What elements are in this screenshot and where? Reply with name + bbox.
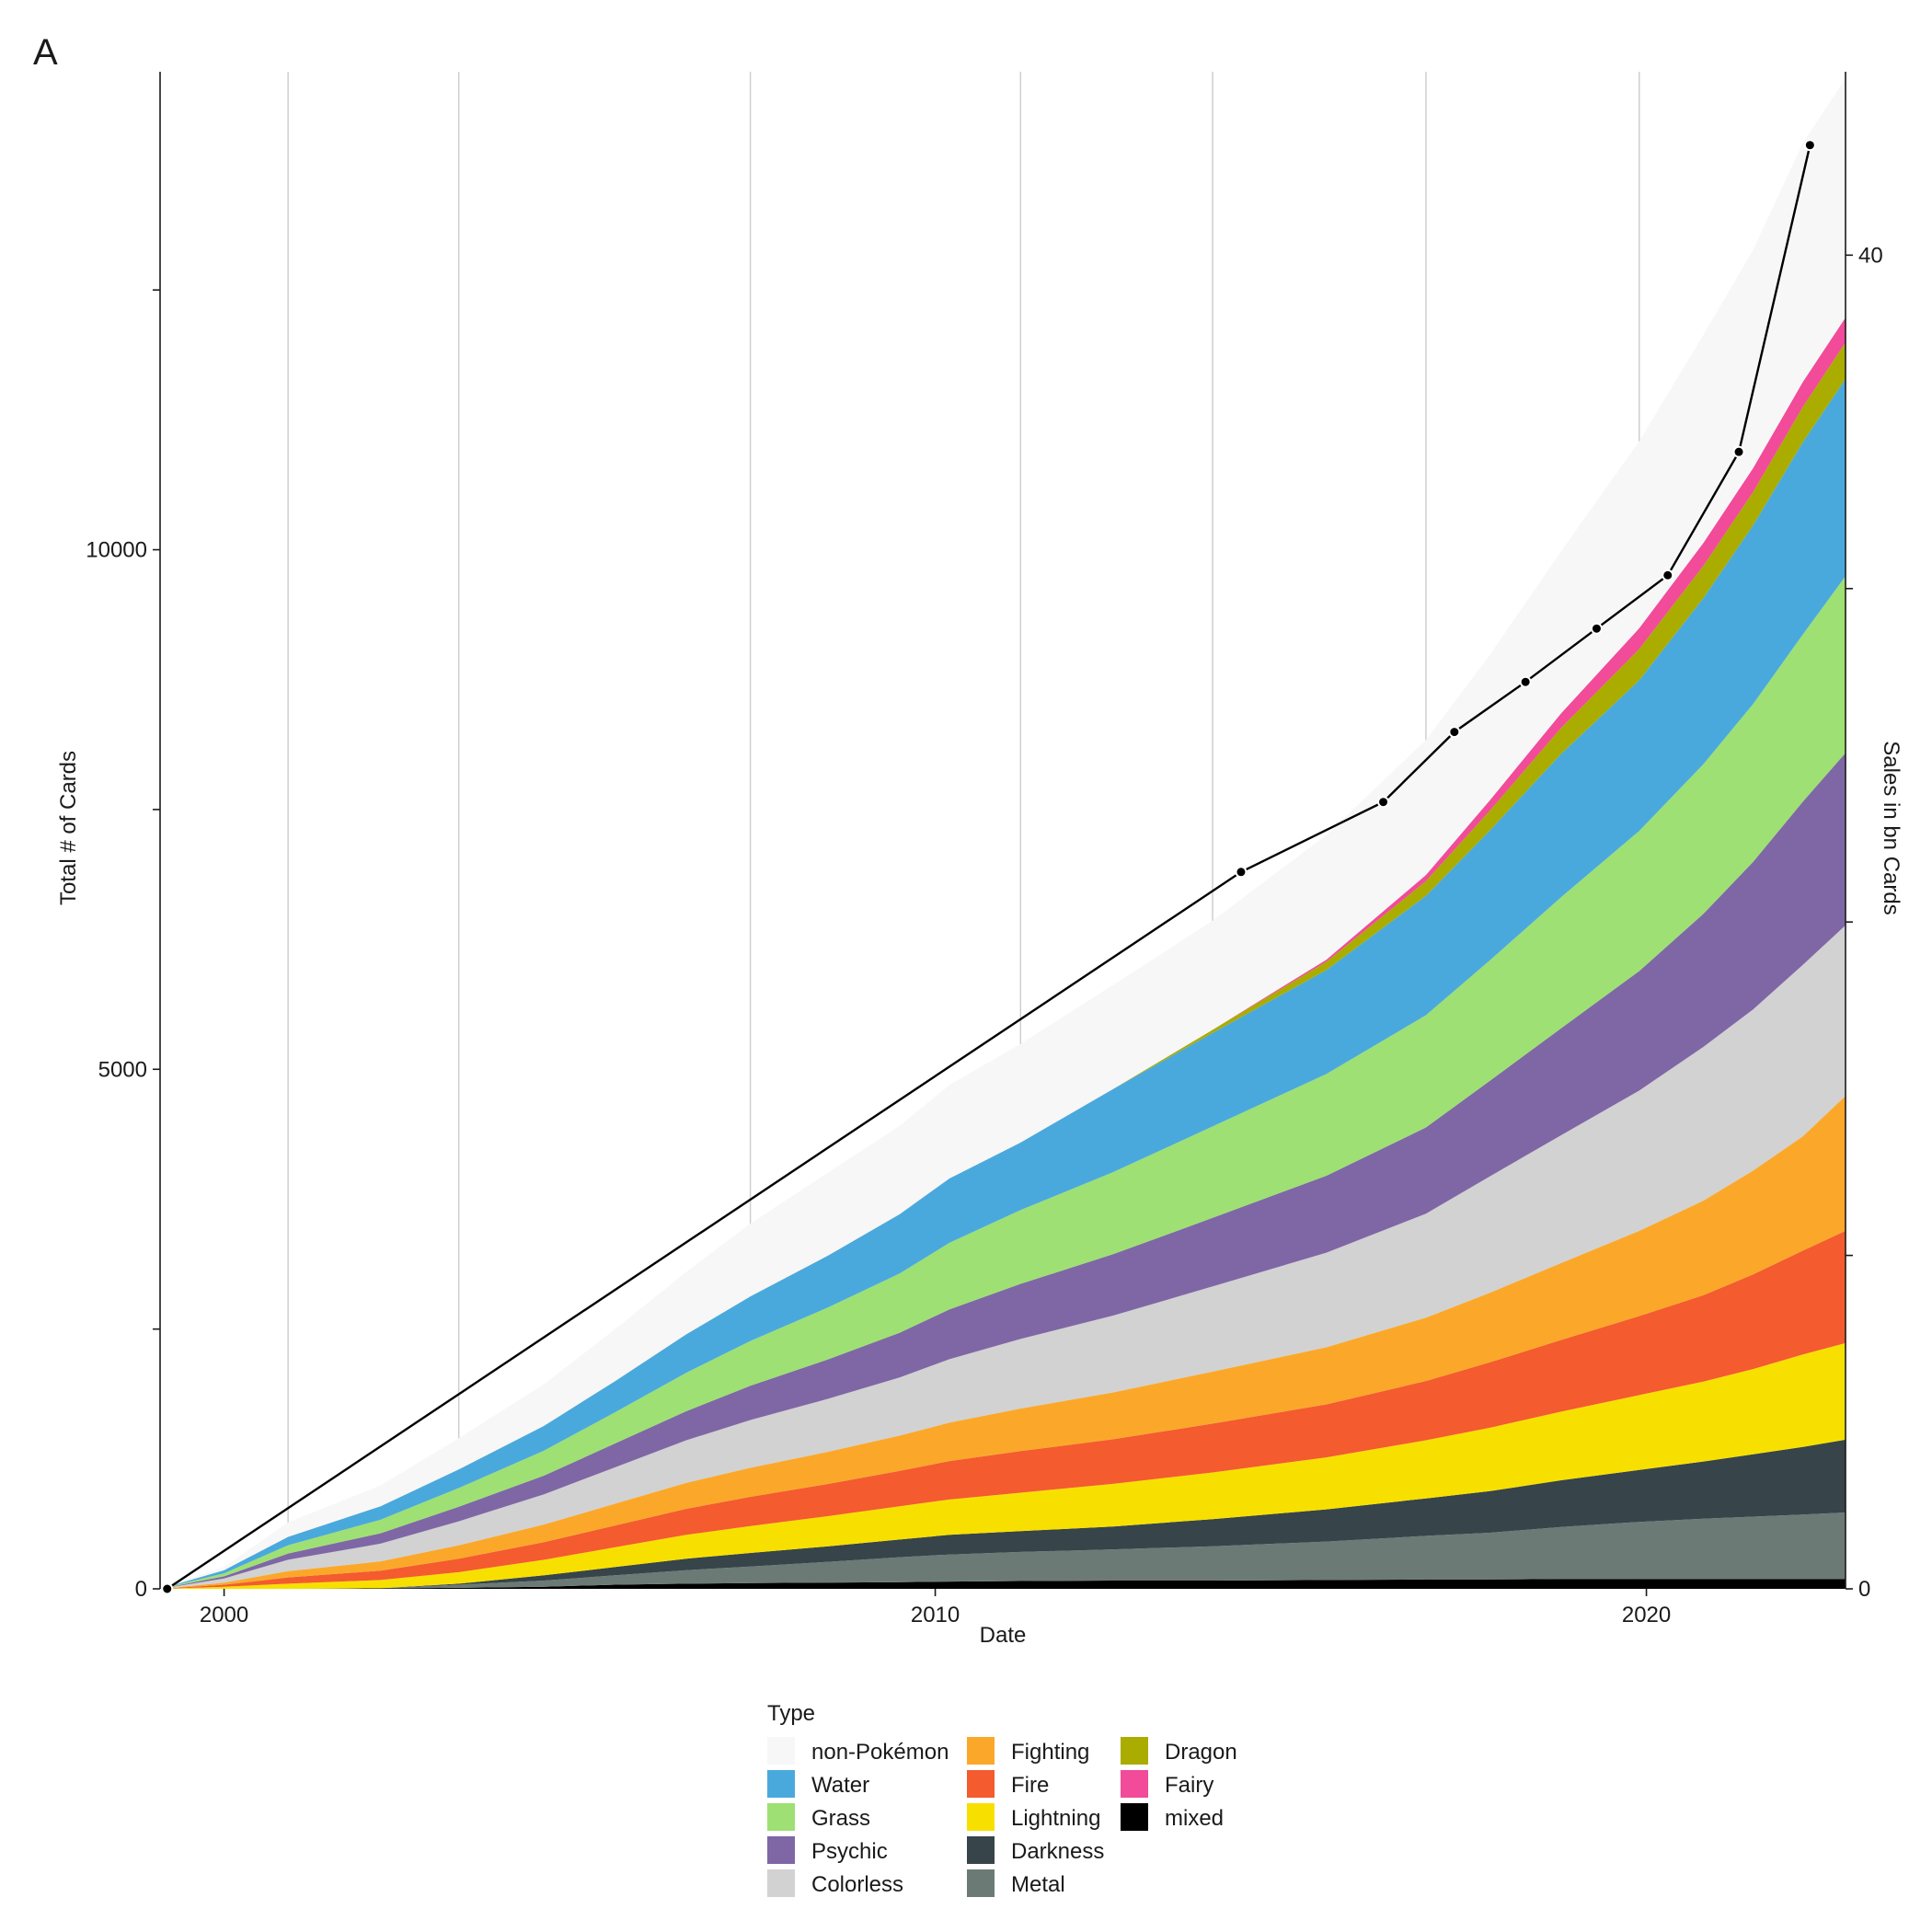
legend-label-fire: Fire bbox=[1011, 1773, 1049, 1798]
legend-label-water: Water bbox=[811, 1773, 869, 1798]
legend-key-metal bbox=[967, 1869, 995, 1897]
y2-axis-title: Sales in bn Cards bbox=[1879, 741, 1903, 914]
legend-key-mixed bbox=[1121, 1803, 1148, 1831]
x-tick-label-1: 2010 bbox=[911, 1603, 960, 1627]
area-darkness bbox=[160, 1439, 1846, 1589]
legend-key-fighting bbox=[967, 1737, 995, 1765]
legend-key-lightning bbox=[967, 1803, 995, 1831]
legend-key-darkness bbox=[967, 1836, 995, 1864]
y-tick-label-1: 5000 bbox=[98, 1057, 147, 1082]
y2-tick-label-0: 0 bbox=[1858, 1577, 1870, 1602]
area-fire bbox=[160, 1230, 1846, 1589]
sales-point-2 bbox=[1377, 796, 1390, 809]
legend-label-grass: Grass bbox=[811, 1806, 870, 1831]
sales-point-6 bbox=[1662, 569, 1674, 581]
legend-label-darkness: Darkness bbox=[1011, 1839, 1104, 1864]
sales-point-4 bbox=[1519, 675, 1532, 688]
area-metal bbox=[160, 1512, 1846, 1589]
x-tick-label-2: 2020 bbox=[1622, 1603, 1671, 1627]
legend-key-non-pokemon bbox=[767, 1737, 795, 1765]
legend-key-grass bbox=[767, 1803, 795, 1831]
y-tick-label-2: 10000 bbox=[86, 538, 147, 563]
legend-key-fire bbox=[967, 1770, 995, 1798]
sales-point-7 bbox=[1732, 445, 1745, 458]
legend-label-fairy: Fairy bbox=[1165, 1773, 1213, 1798]
legend-key-colorless bbox=[767, 1869, 795, 1897]
area-fighting bbox=[160, 1096, 1846, 1589]
legend-key-fairy bbox=[1121, 1770, 1148, 1798]
area-lightning bbox=[160, 1342, 1846, 1589]
x-tick-label-0: 2000 bbox=[200, 1603, 248, 1627]
y-tick-label-0: 0 bbox=[135, 1577, 147, 1602]
legend-label-dragon: Dragon bbox=[1165, 1740, 1237, 1765]
legend-label-non-pokemon: non-Pokémon bbox=[811, 1740, 949, 1765]
axes bbox=[159, 72, 1846, 1589]
legend-key-psychic bbox=[767, 1836, 795, 1864]
legend-key-water bbox=[767, 1770, 795, 1798]
legend: Type non-Pokémon Water Grass Psychic Colorle… bbox=[767, 1701, 1237, 1897]
sales-point-3 bbox=[1448, 726, 1461, 739]
area-series bbox=[160, 78, 1846, 1590]
panel-label: A bbox=[33, 32, 58, 73]
legend-label-mixed: mixed bbox=[1165, 1806, 1224, 1831]
tick-marks: 0 5000 10000 0 40 2000 2010 2020 bbox=[86, 243, 1882, 1627]
legend-label-metal: Metal bbox=[1011, 1872, 1065, 1897]
sales-line-layer bbox=[161, 139, 1816, 1595]
y2-tick-label-1: 40 bbox=[1858, 243, 1883, 268]
legend-label-fighting: Fighting bbox=[1011, 1740, 1089, 1765]
area-mixed bbox=[160, 1579, 1846, 1589]
sales-point-0 bbox=[161, 1582, 174, 1595]
legend-label-lightning: Lightning bbox=[1011, 1806, 1100, 1831]
y-axis-title: Total # of Cards bbox=[56, 751, 81, 905]
x-axis-title: Date bbox=[980, 1623, 1027, 1648]
area-colorless bbox=[160, 925, 1846, 1589]
legend-label-psychic: Psychic bbox=[811, 1839, 888, 1864]
sales-point-1 bbox=[1235, 866, 1248, 879]
sales-point-5 bbox=[1590, 622, 1603, 635]
legend-key-dragon bbox=[1121, 1737, 1148, 1765]
sales-point-8 bbox=[1803, 139, 1816, 152]
legend-label-colorless: Colorless bbox=[811, 1872, 903, 1897]
legend-title: Type bbox=[767, 1701, 815, 1726]
